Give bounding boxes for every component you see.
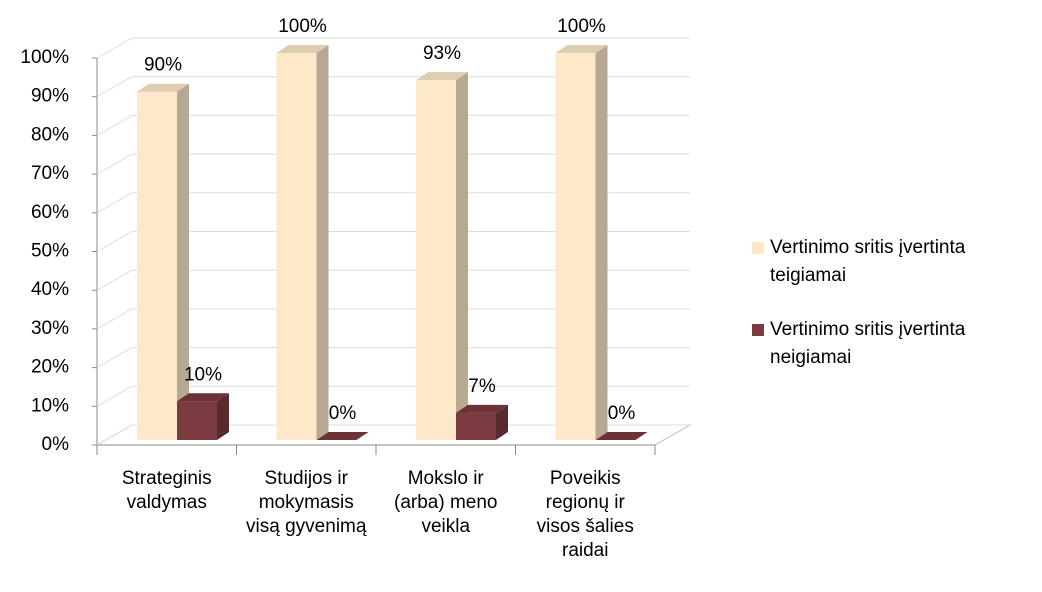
bar [555,45,608,440]
grid-line [96,385,133,407]
bar [316,432,369,440]
bar-front [177,401,217,440]
x-tick-label: Studijos ir mokymasis visą gyvenimą [246,468,367,537]
legend-swatch [752,242,764,254]
y-tick-label: 70% [31,163,69,184]
grid-line [96,424,133,446]
bar-front [276,53,317,440]
bar-front [456,412,496,440]
value-label: 0% [608,403,636,424]
bar-top [177,393,229,402]
bar [416,72,468,440]
bar-top [416,72,468,81]
y-tick-label: 0% [42,434,70,455]
value-label: 100% [278,16,327,37]
grid-line [96,76,133,98]
y-tick-label: 60% [31,202,69,223]
y-tick-label: 50% [31,241,69,262]
bar-side [316,45,329,440]
bar [137,83,189,440]
bar-side [595,45,608,440]
y-tick-label: 40% [31,279,69,300]
x-tick-label: Mokslo ir (arba) meno veikla [394,468,498,537]
bar-side [217,393,229,440]
legend-label: Vertinimo sritis įvertinta teigiamai [770,237,966,286]
grid-line [96,308,133,330]
x-tick-label: Strateginis valdymas [121,468,212,513]
bar [177,393,229,440]
bar-top [595,432,648,440]
grid-line [96,347,133,369]
value-label: 0% [329,403,357,424]
y-tick-label: 90% [31,86,69,107]
grid-line [96,37,133,59]
bar-front [416,80,456,440]
grid-line [96,231,133,252]
y-tick-label: 20% [31,357,69,378]
bar-top [555,45,608,53]
value-label: 90% [144,55,182,76]
y-tick-label: 100% [20,47,69,68]
bar-side [456,72,468,440]
bar-top [456,404,508,413]
bar [595,432,648,440]
bar-top [316,432,369,440]
value-label: 100% [557,16,606,37]
value-label: 93% [423,43,461,64]
value-label: 10% [184,364,222,385]
bar [276,45,329,440]
bar-top [276,45,329,53]
legend-swatch [752,324,764,336]
bar-side [496,404,508,440]
grid-line [96,153,133,175]
grid-line [96,114,133,136]
bar-front [555,53,596,440]
bar [456,404,508,440]
grid-line [96,192,133,214]
y-tick-label: 30% [31,318,69,339]
value-label: 7% [468,376,496,397]
y-tick-label: 80% [31,124,69,145]
bar-top [137,83,189,92]
x-tick-label: Poveikis regionų ir visos šalies raidai [536,468,634,561]
grid-line [96,269,133,291]
bar-front [137,91,177,440]
legend-label: Vertinimo sritis įvertinta neigiamai [770,319,966,368]
y-tick-label: 10% [31,395,69,416]
bar-side [177,83,189,440]
